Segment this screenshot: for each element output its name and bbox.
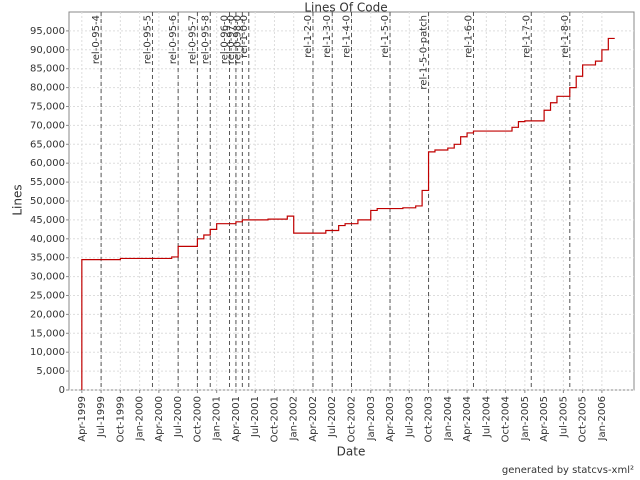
x-tick-label: Jul-2000 <box>173 396 184 438</box>
y-tick-label: 45,000 <box>30 215 65 226</box>
x-tick-label: Apr-2002 <box>308 396 319 442</box>
x-tick-label: Jan-2001 <box>212 396 223 441</box>
y-tick-label: 10,000 <box>30 347 65 358</box>
y-tick-label: 85,000 <box>30 64 65 75</box>
release-label: rel-1-2-0 <box>303 15 314 58</box>
release-label: rel-0-95-7 <box>187 15 198 64</box>
y-tick-label: 75,000 <box>30 102 65 113</box>
y-tick-label: 0 <box>59 385 65 396</box>
y-axis-label: Lines <box>11 184 25 215</box>
release-label: rel-0-95-8 <box>200 15 211 64</box>
y-tick-label: 60,000 <box>30 158 65 169</box>
x-tick-label: Oct-2003 <box>424 396 435 442</box>
y-tick-label: 80,000 <box>30 83 65 94</box>
y-tick-label: 90,000 <box>30 45 65 56</box>
x-tick-label: Oct-1999 <box>115 396 126 442</box>
x-tick-label: Apr-2001 <box>231 396 242 442</box>
release-label: rel-0-97-0 <box>226 15 237 64</box>
x-tick-label: Jul-2003 <box>404 396 415 438</box>
x-tick-label: Oct-2000 <box>192 396 203 442</box>
y-tick-label: 35,000 <box>30 253 65 264</box>
y-tick-label: 40,000 <box>30 234 65 245</box>
x-tick-label: Apr-2004 <box>462 396 473 442</box>
x-tick-label: Jan-2000 <box>135 396 146 441</box>
y-tick-label: 95,000 <box>30 26 65 37</box>
y-tick-label: 70,000 <box>30 120 65 131</box>
release-label: rel-1-8-0 <box>560 15 571 58</box>
release-label: rel-1-0-0 <box>239 15 250 58</box>
x-tick-label: Oct-2001 <box>269 396 280 442</box>
release-label: rel-1-5-0-patch <box>419 15 430 90</box>
release-label: rel-1-4-0 <box>342 15 353 58</box>
x-tick-label: Jul-2004 <box>481 396 492 438</box>
release-label: rel-1-5-0 <box>380 15 391 58</box>
x-tick-label: Jan-2003 <box>366 396 377 441</box>
y-tick-label: 55,000 <box>30 177 65 188</box>
release-label: rel-0-95-4 <box>91 15 102 64</box>
line <box>81 37 615 390</box>
x-tick-label: Jul-2002 <box>327 396 338 438</box>
x-tick-label: Jan-2005 <box>520 396 531 441</box>
chart-title: Lines Of Code <box>304 1 387 15</box>
x-tick-label: Apr-2003 <box>385 396 396 442</box>
release-label: rel-1-3-0 <box>322 15 333 58</box>
footer: generated by statcvs-xml² <box>502 465 634 476</box>
x-tick-label: Jan-2006 <box>597 396 608 441</box>
x-tick-label: Jul-1999 <box>96 396 107 438</box>
x-tick-label: Apr-2000 <box>154 396 165 442</box>
x-tick-label: Jul-2001 <box>250 396 261 438</box>
release-label: rel-1-7-0 <box>521 15 532 58</box>
release-label: rel-0-95-6 <box>168 15 179 64</box>
x-axis-label: Date <box>337 445 366 459</box>
x-tick-label: Jul-2005 <box>558 396 569 438</box>
release-label: rel-0-96-0 <box>220 15 231 64</box>
release-label: rel-1-6-0 <box>463 15 474 58</box>
x-tick-label: Jan-2002 <box>289 396 300 441</box>
y-tick-label: 20,000 <box>30 309 65 320</box>
x-tick-label: Oct-2004 <box>501 396 512 442</box>
x-tick-label: Apr-1999 <box>77 396 88 442</box>
release-label: rel-0-95-5 <box>142 15 153 64</box>
x-tick-label: Apr-2005 <box>539 396 550 442</box>
x-tick-label: Jan-2004 <box>443 396 454 441</box>
y-tick-label: 25,000 <box>30 291 65 302</box>
y-tick-label: 5,000 <box>36 366 65 377</box>
y-tick-label: 65,000 <box>30 139 65 150</box>
y-tick-label: 50,000 <box>30 196 65 207</box>
x-tick-label: Oct-2005 <box>578 396 589 442</box>
release-label: rel-0-98-0 <box>232 15 243 64</box>
y-tick-label: 30,000 <box>30 272 65 283</box>
x-tick-label: Oct-2002 <box>347 396 358 442</box>
y-tick-label: 15,000 <box>30 328 65 339</box>
